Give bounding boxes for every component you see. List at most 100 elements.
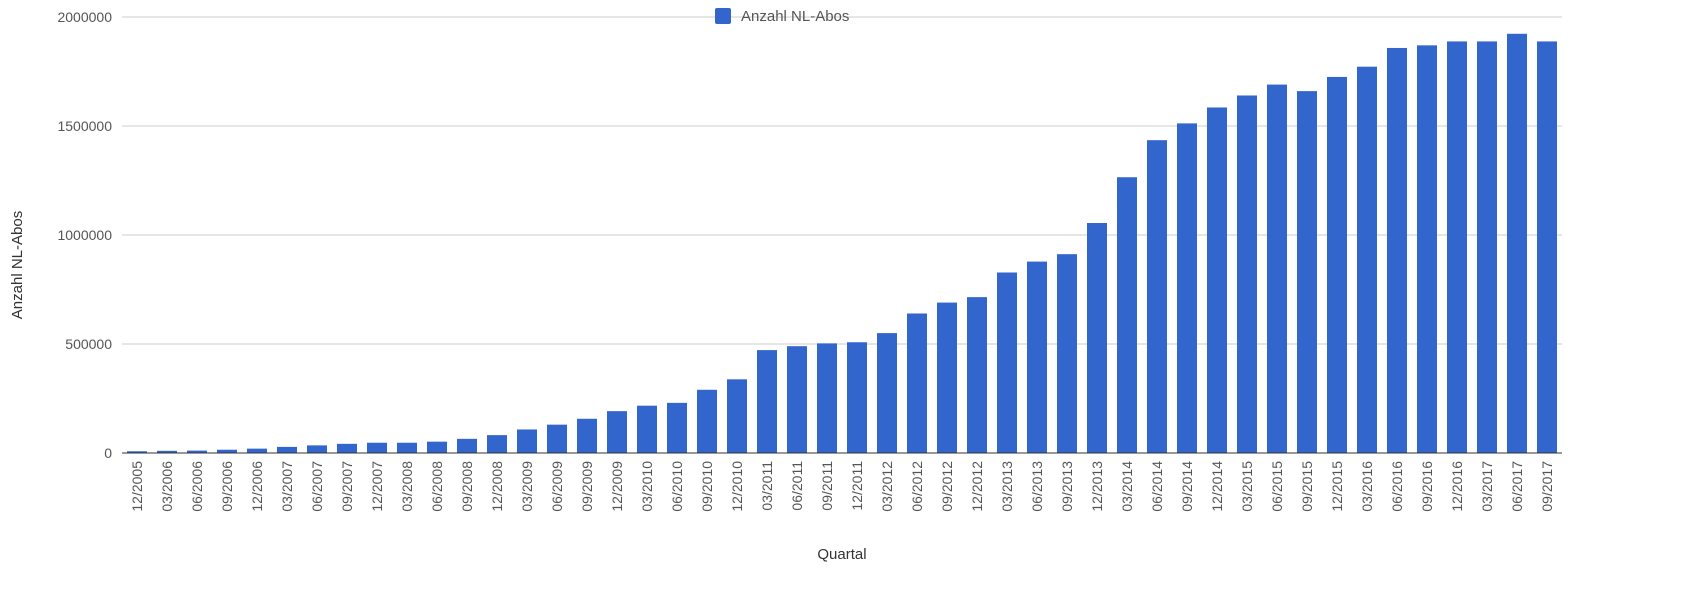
x-tick-label: 03/2017	[1479, 461, 1495, 512]
bar-12-2011[interactable]	[847, 342, 868, 453]
bar-06-2006[interactable]	[187, 450, 208, 453]
x-tick-label: 09/2009	[579, 461, 595, 512]
bar-09-2013[interactable]	[1056, 254, 1077, 453]
x-tick-label: 06/2006	[189, 461, 205, 512]
x-tick-label: 03/2013	[999, 461, 1015, 512]
bar-03-2008[interactable]	[397, 442, 418, 453]
x-tick-label: 09/2015	[1299, 461, 1315, 512]
bar-12-2009[interactable]	[607, 411, 628, 453]
x-tick-label: 12/2005	[129, 461, 145, 512]
bar-12-2005[interactable]	[127, 451, 148, 453]
legend-swatch	[715, 8, 731, 24]
bar-09-2009[interactable]	[577, 418, 598, 453]
x-tick-label: 12/2016	[1449, 461, 1465, 512]
bars	[127, 33, 1557, 454]
x-tick-label: 03/2010	[639, 461, 655, 512]
bar-12-2014[interactable]	[1206, 107, 1227, 453]
bar-06-2011[interactable]	[787, 346, 808, 453]
x-tick-label: 06/2014	[1149, 461, 1165, 512]
x-tick-label: 12/2008	[489, 461, 505, 512]
legend-label: Anzahl NL-Abos	[741, 8, 849, 25]
bar-12-2007[interactable]	[367, 442, 388, 453]
x-tick-label: 03/2007	[279, 461, 295, 512]
x-tick-label: 12/2007	[369, 461, 385, 512]
bar-12-2015[interactable]	[1326, 76, 1347, 453]
bar-06-2009[interactable]	[547, 424, 568, 453]
x-tick-label: 12/2013	[1089, 461, 1105, 512]
x-tick-label: 12/2012	[969, 461, 985, 512]
bar-06-2012[interactable]	[907, 313, 928, 453]
x-tick-label: 09/2010	[699, 461, 715, 512]
bar-06-2014[interactable]	[1146, 140, 1167, 454]
gridlines	[122, 16, 1562, 345]
bar-03-2014[interactable]	[1116, 177, 1137, 454]
bar-03-2016[interactable]	[1356, 66, 1377, 453]
bar-03-2010[interactable]	[637, 405, 658, 453]
bar-03-2009[interactable]	[517, 429, 538, 453]
bar-12-2012[interactable]	[967, 297, 988, 453]
y-axis-tick-labels: 0 500000 1000000 1500000 2000000	[57, 9, 112, 461]
x-tick-label: 06/2012	[909, 461, 925, 512]
legend[interactable]: Anzahl NL-Abos	[715, 8, 849, 25]
bar-12-2010[interactable]	[727, 379, 748, 453]
bar-09-2011[interactable]	[817, 343, 838, 453]
bar-03-2012[interactable]	[877, 333, 898, 453]
bar-12-2006[interactable]	[247, 448, 268, 453]
bar-06-2017[interactable]	[1506, 33, 1527, 453]
bar-09-2015[interactable]	[1296, 91, 1317, 454]
x-tick-label: 09/2008	[459, 461, 475, 512]
bar-09-2016[interactable]	[1416, 45, 1437, 454]
bar-03-2013[interactable]	[997, 272, 1018, 454]
x-tick-label: 09/2014	[1179, 461, 1195, 512]
x-tick-label: 06/2011	[789, 461, 805, 511]
y-tick-label: 2000000	[57, 9, 112, 25]
x-tick-label: 06/2016	[1389, 461, 1405, 512]
x-tick-label: 09/2017	[1539, 461, 1555, 512]
bar-09-2010[interactable]	[697, 389, 718, 453]
y-tick-label: 1000000	[57, 227, 112, 243]
bar-03-2007[interactable]	[277, 446, 298, 453]
bar-12-2013[interactable]	[1086, 223, 1107, 453]
y-tick-label: 1500000	[57, 118, 112, 134]
x-tick-label: 03/2011	[759, 461, 775, 511]
bar-12-2016[interactable]	[1446, 41, 1467, 454]
x-tick-label: 06/2008	[429, 461, 445, 512]
bar-09-2014[interactable]	[1176, 123, 1197, 453]
bar-09-2007[interactable]	[337, 443, 358, 453]
x-axis-title: Quartal	[817, 546, 866, 563]
bar-03-2011[interactable]	[757, 350, 778, 453]
y-tick-label: 0	[104, 445, 112, 461]
bar-03-2006[interactable]	[157, 450, 178, 453]
x-tick-label: 12/2010	[729, 461, 745, 512]
x-axis-tick-labels: 12/2005 03/2006 06/2006 09/2006 12/2006 03/20…	[129, 461, 1555, 512]
bar-09-2017[interactable]	[1536, 41, 1557, 454]
bar-06-2015[interactable]	[1266, 84, 1287, 453]
x-tick-label: 03/2009	[519, 461, 535, 512]
y-tick-label: 500000	[65, 336, 112, 352]
x-tick-label: 09/2012	[939, 461, 955, 512]
x-tick-label: 09/2016	[1419, 461, 1435, 512]
x-tick-label: 06/2017	[1509, 461, 1525, 512]
x-tick-label: 12/2014	[1209, 461, 1225, 512]
bar-03-2015[interactable]	[1236, 95, 1257, 453]
bar-06-2010[interactable]	[667, 402, 688, 453]
x-tick-label: 09/2006	[219, 461, 235, 512]
bar-06-2008[interactable]	[427, 441, 448, 453]
x-tick-label: 03/2008	[399, 461, 415, 512]
bar-06-2007[interactable]	[307, 445, 328, 453]
bar-03-2017[interactable]	[1476, 41, 1497, 454]
x-tick-label: 12/2011	[849, 461, 865, 511]
bar-12-2008[interactable]	[487, 435, 508, 453]
x-tick-label: 03/2014	[1119, 461, 1135, 512]
x-tick-label: 06/2013	[1029, 461, 1045, 512]
bar-09-2008[interactable]	[457, 438, 478, 453]
x-tick-label: 06/2009	[549, 461, 565, 512]
bar-06-2016[interactable]	[1386, 47, 1407, 454]
x-tick-label: 12/2015	[1329, 461, 1345, 512]
bar-09-2006[interactable]	[217, 449, 238, 453]
x-tick-label: 06/2007	[309, 461, 325, 512]
bar-09-2012[interactable]	[937, 302, 958, 453]
x-tick-label: 09/2007	[339, 461, 355, 512]
x-tick-label: 12/2009	[609, 461, 625, 512]
bar-06-2013[interactable]	[1026, 261, 1047, 453]
